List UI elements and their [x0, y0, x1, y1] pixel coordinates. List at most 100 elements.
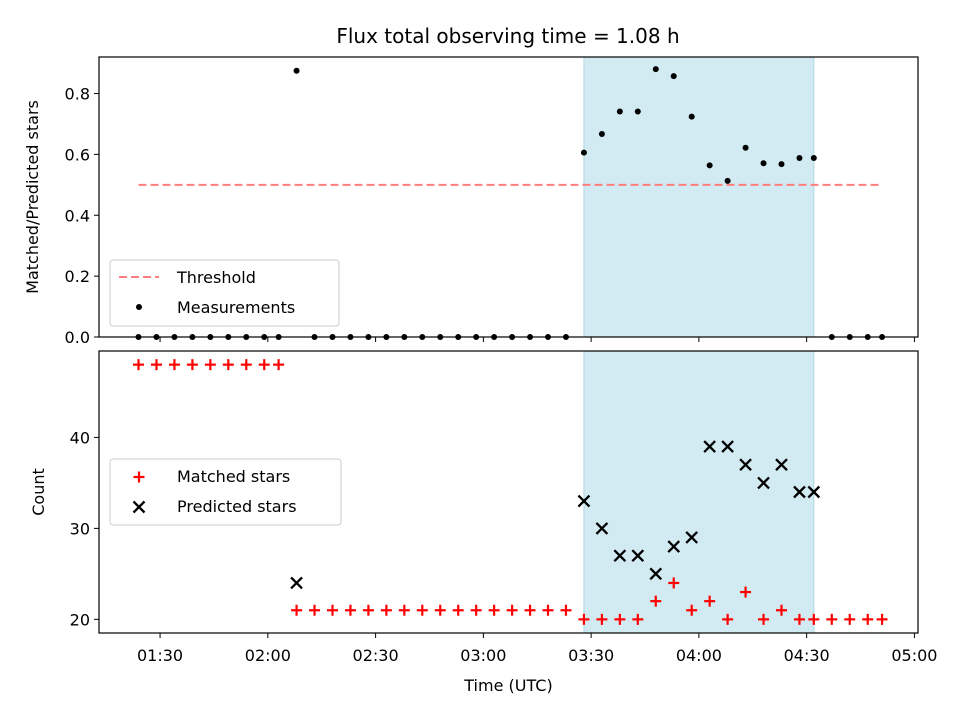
matched-star-point	[758, 613, 770, 625]
x-tick-label: 03:00	[460, 646, 506, 665]
predicted-star-point	[667, 540, 681, 553]
x-marker-b	[649, 567, 663, 581]
x-marker-b	[793, 485, 806, 499]
matched-star-point	[344, 604, 356, 616]
matched-star-point	[632, 613, 644, 625]
measurement-point	[293, 67, 300, 74]
count-panel: 20 30 40 01:30 02:00 02:30 03:00 03:30 04:00 04:3…	[29, 350, 937, 695]
x-marker-b	[757, 476, 770, 490]
x-marker-b	[775, 458, 788, 472]
matched-star-point	[862, 613, 874, 625]
matched-star-point	[186, 359, 198, 371]
x-marker-b	[703, 440, 716, 453]
y-tick-label: 0.8	[65, 85, 90, 104]
y-tick-label: 0.0	[65, 328, 90, 347]
predicted-star-point	[757, 476, 770, 490]
matched-star-point	[470, 604, 482, 616]
measurement-point	[760, 160, 767, 167]
chart-title: Flux total observing time = 1.08 h	[336, 24, 679, 48]
matched-star-point	[650, 595, 662, 607]
matched-star-point	[273, 359, 285, 371]
matched-star-point	[596, 613, 608, 625]
measurement-point	[670, 73, 677, 80]
measurement-point	[616, 108, 623, 115]
y-axis-label: Matched/Predicted stars	[23, 100, 42, 294]
matched-star-point	[614, 613, 626, 625]
x-tick-label: 02:00	[245, 646, 291, 665]
legend-predicted-label: Predicted stars	[177, 497, 297, 516]
legend: Threshold Measurements	[109, 259, 340, 327]
legend: Matched stars Predicted stars	[109, 458, 342, 526]
measurement-point	[778, 161, 785, 168]
x-marker-b	[685, 531, 699, 544]
predicted-star-point	[807, 485, 821, 499]
x-marker-b	[595, 522, 609, 535]
predicted-star-point	[793, 485, 806, 499]
predicted-star-point	[132, 500, 146, 514]
matched-star-point	[150, 359, 162, 371]
predicted-star-point	[577, 494, 591, 508]
y-tick-label: 30	[70, 519, 90, 538]
matched-star-point	[416, 604, 428, 616]
y-tick-label: 20	[70, 610, 90, 629]
x-tick-label: 01:30	[137, 646, 183, 665]
matched-star-point	[309, 604, 321, 616]
matched-star-point	[204, 359, 216, 371]
measurement-point	[796, 155, 803, 162]
measurement-point	[742, 144, 749, 151]
legend-box	[109, 259, 340, 327]
x-marker-b	[577, 494, 591, 508]
predicted-star-point	[775, 458, 788, 472]
x-marker-b	[290, 576, 303, 590]
matched-star-point	[578, 613, 590, 625]
matched-star-point	[704, 595, 716, 607]
x-axis-label: Time (UTC)	[463, 676, 552, 695]
x-marker-b	[807, 485, 821, 499]
predicted-star-point	[739, 458, 752, 472]
matched-star-point	[722, 613, 734, 625]
legend-measurements-label: Measurements	[177, 298, 295, 317]
predicted-star-point	[595, 522, 609, 535]
matched-star-point	[133, 471, 145, 483]
matched-star-point	[668, 577, 680, 589]
matched-star-point	[434, 604, 446, 616]
matched-star-point	[240, 359, 252, 371]
predicted-star-point	[721, 440, 734, 453]
x-marker-b	[631, 549, 645, 562]
x-tick-label: 04:00	[676, 646, 722, 665]
matched-star-point	[133, 359, 145, 371]
predicted-star-point	[685, 531, 699, 544]
matched-star-point	[844, 613, 856, 625]
y-axis-label: Count	[29, 468, 48, 516]
matched-star-point	[808, 613, 820, 625]
matched-star-point	[488, 604, 500, 616]
x-marker-b	[132, 500, 146, 514]
x-marker-b	[667, 540, 681, 553]
x-marker-b	[739, 458, 752, 472]
matched-star-point	[506, 604, 518, 616]
matched-star-point	[776, 604, 787, 616]
x-marker-b	[721, 440, 734, 453]
legend-measurements-swatch	[136, 304, 142, 310]
matched-star-point	[793, 613, 805, 625]
x-tick-label: 05:00	[891, 646, 937, 665]
observing-window-region	[583, 350, 815, 634]
legend-threshold-label: Threshold	[176, 268, 256, 287]
matched-star-point	[291, 604, 303, 616]
legend-matched-label: Matched stars	[177, 467, 290, 486]
y-tick-label: 0.2	[65, 267, 90, 286]
measurement-point	[706, 162, 713, 169]
measurement-point	[652, 66, 659, 73]
observing-window-region	[583, 56, 815, 338]
matched-star-point	[222, 359, 234, 371]
predicted-star-point	[631, 549, 645, 562]
matched-star-point	[740, 586, 752, 598]
ratio-panel: 0.0 0.2 0.4 0.6 0.8 Matched/Predicted stars Th…	[23, 56, 919, 347]
matched-star-point	[524, 604, 536, 616]
y-tick-label: 0.6	[65, 145, 90, 164]
matched-star-point	[826, 613, 838, 625]
predicted-star-point	[290, 576, 303, 590]
matched-star-point	[380, 604, 392, 616]
